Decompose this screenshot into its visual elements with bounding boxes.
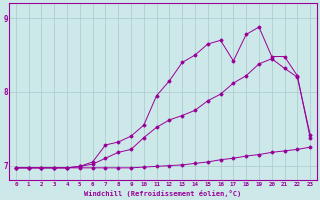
X-axis label: Windchill (Refroidissement éolien,°C): Windchill (Refroidissement éolien,°C)	[84, 190, 242, 197]
